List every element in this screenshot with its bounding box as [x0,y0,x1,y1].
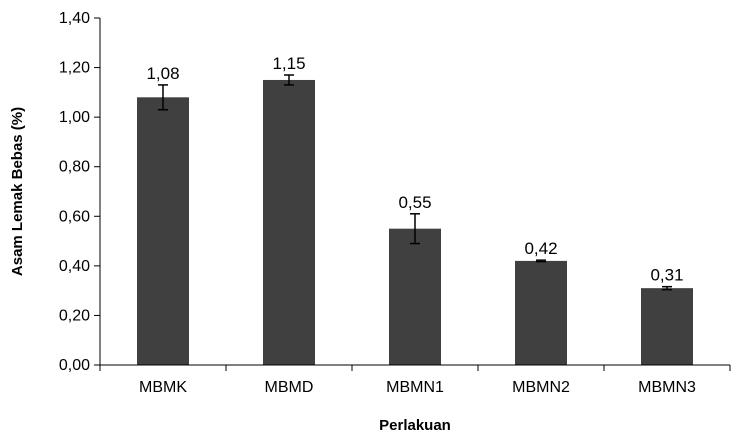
data-labels: 1,08 1,15 0,55 0,42 0,31 [146,54,683,285]
data-label-mbmn2: 0,42 [524,239,557,258]
x-tick-label-mbmn2: MBMN2 [512,379,570,396]
error-bar-mbmd [284,74,294,86]
x-tick-label-mbmd: MBMD [265,379,314,396]
x-tick-label-mbmn3: MBMN3 [638,379,696,396]
x-tick-label-mbmk: MBMK [139,379,187,396]
bar-mbmn2 [515,260,567,365]
data-label-mbmn3: 0,31 [650,266,683,285]
bar-mbmd [263,79,315,365]
x-axis-ticks: MBMK MBMD MBMN1 MBMN2 MBMN3 [99,365,731,396]
y-tick-label: 0,60 [59,208,90,225]
y-axis-title: Asam Lemak Bebas (%) [9,107,26,276]
error-bars [158,74,672,291]
y-tick-label: 1,40 [59,10,90,27]
x-axis-title: Perlakuan [379,417,451,434]
bar-mbmn3 [641,288,693,365]
y-tick-label: 1,20 [59,60,90,77]
data-label-mbmn1: 0,55 [398,193,431,212]
data-label-mbmd: 1,15 [272,54,305,73]
y-tick-label: 1,00 [59,109,90,126]
bars [137,79,693,366]
y-tick-label: 0,40 [59,258,90,275]
error-bar-mbmk [158,84,168,111]
bar-mbmn1 [389,228,441,365]
y-tick-label: 0,00 [59,357,90,374]
error-bar-mbmn2 [536,259,546,263]
y-tick-label: 0,80 [59,159,90,176]
y-axis-ticks: 0,00 0,20 0,40 0,60 0,80 1,00 1,20 1,40 [59,10,100,374]
bar-mbmk [137,97,189,366]
error-bar-mbmn1 [410,213,420,245]
error-bar-mbmn3 [662,285,672,291]
x-tick-label-mbmn1: MBMN1 [386,379,444,396]
data-label-mbmk: 1,08 [146,64,179,83]
y-tick-label: 0,20 [59,307,90,324]
